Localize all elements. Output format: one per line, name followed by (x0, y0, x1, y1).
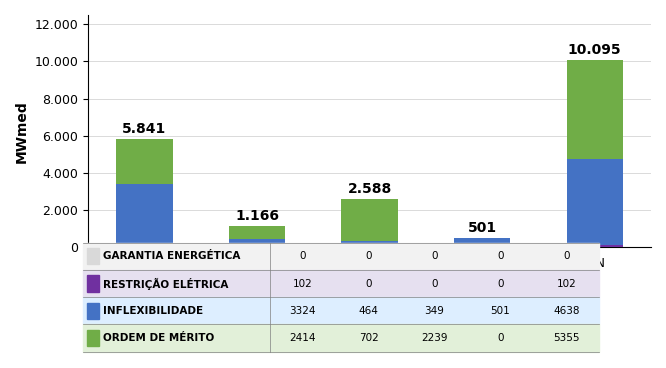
Text: 4638: 4638 (553, 306, 579, 316)
Y-axis label: MWmed: MWmed (15, 100, 29, 163)
Text: 0: 0 (498, 279, 503, 289)
Text: 0: 0 (366, 279, 372, 289)
Bar (117, 139, 172, 184)
Text: 0: 0 (563, 251, 569, 261)
Bar (567, 60, 623, 159)
Bar (117, 245, 172, 247)
Text: RESTRIÇÃO ELÉTRICA: RESTRIÇÃO ELÉTRICA (103, 277, 228, 290)
Bar (229, 239, 285, 247)
Text: 10.095: 10.095 (568, 43, 621, 57)
Text: 464: 464 (359, 306, 378, 316)
Text: INFLEXIBILIDADE: INFLEXIBILIDADE (103, 306, 203, 316)
Text: 0: 0 (498, 251, 503, 261)
Text: ORDEM DE MÉRITO: ORDEM DE MÉRITO (103, 333, 214, 343)
Text: 102: 102 (557, 279, 576, 289)
Bar (342, 199, 398, 241)
Text: 5.841: 5.841 (123, 122, 166, 136)
Text: 102: 102 (293, 279, 312, 289)
Bar (342, 241, 398, 247)
Text: 501: 501 (468, 221, 497, 235)
Text: 501: 501 (491, 306, 510, 316)
Text: 702: 702 (359, 333, 378, 343)
Bar (567, 159, 623, 245)
Text: 0: 0 (300, 251, 306, 261)
Text: 2414: 2414 (290, 333, 316, 343)
Text: 349: 349 (425, 306, 444, 316)
Text: 1.166: 1.166 (235, 209, 279, 223)
Bar (229, 226, 285, 239)
Text: 0: 0 (432, 251, 438, 261)
Bar (454, 238, 510, 247)
Text: 0: 0 (366, 251, 372, 261)
Text: 2239: 2239 (422, 333, 448, 343)
Text: 0: 0 (498, 333, 503, 343)
Text: GARANTIA ENERGÉTICA: GARANTIA ENERGÉTICA (103, 251, 240, 261)
Text: 0: 0 (432, 279, 438, 289)
Text: 2.588: 2.588 (348, 183, 392, 197)
Bar (567, 245, 623, 247)
Text: 3324: 3324 (290, 306, 316, 316)
Text: 5355: 5355 (553, 333, 579, 343)
Bar (117, 184, 172, 245)
